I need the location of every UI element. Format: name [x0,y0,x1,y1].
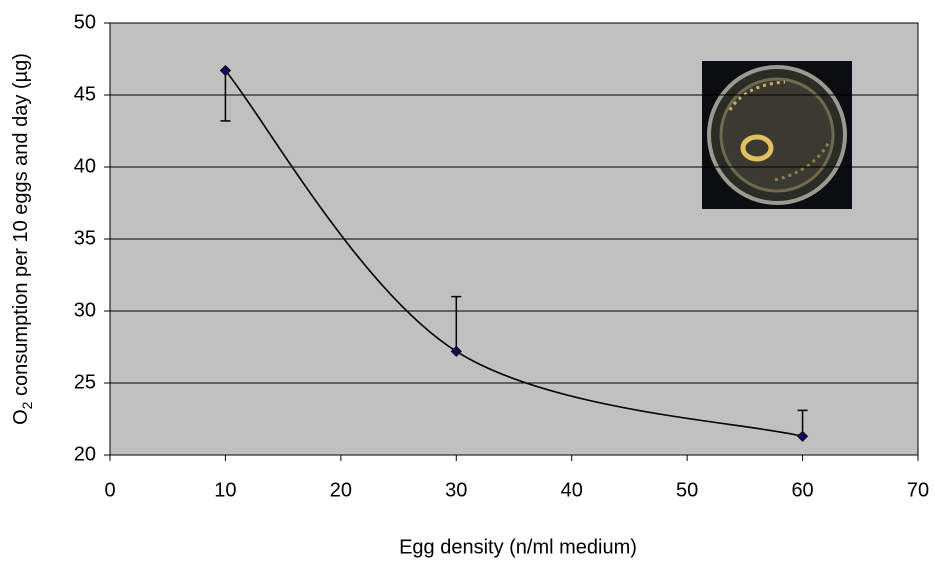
x-tick-label: 40 [561,479,583,501]
marker [219,64,231,77]
y-tick-label: 35 [74,227,96,249]
marker [797,430,809,442]
x-tick-label: 10 [214,479,236,501]
y-tick-label: 40 [74,155,96,177]
x-tick-label: 70 [907,479,929,501]
x-tick-label: 60 [791,479,813,501]
x-tick-label: 50 [676,479,698,501]
x-tick-label: 20 [330,479,352,501]
x-tick-label: 30 [445,479,467,501]
y-title-main: O [10,409,32,425]
inset-photo [702,61,852,209]
x-tick-label: 0 [104,479,115,501]
y-title-sub: 2 [19,401,35,409]
y-tick-label: 25 [74,371,96,393]
plot-border [109,22,919,456]
y-tick-label: 20 [74,443,96,465]
y-tick-label: 45 [74,83,96,105]
y-tick-label: 30 [74,299,96,321]
y-title-rest: consumption per 10 eggs and day (µg) [10,53,32,401]
y-tick-label: 50 [74,11,96,33]
y-axis-title: O2 consumption per 10 eggs and day (µg) [10,53,34,425]
x-axis-title: Egg density (n/ml medium) [399,536,637,558]
marker [450,345,462,357]
